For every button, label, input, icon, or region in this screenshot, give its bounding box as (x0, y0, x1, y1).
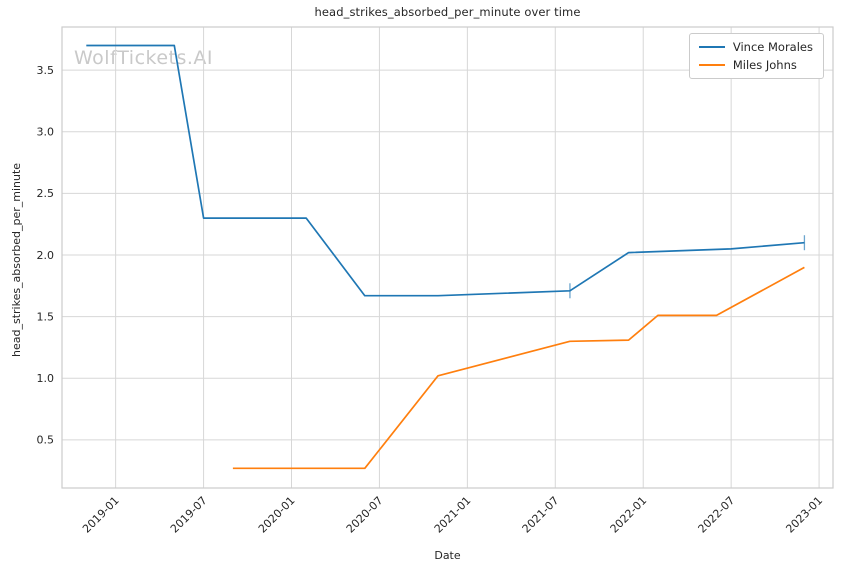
x-tick-label: 2021-01 (432, 494, 474, 536)
y-tick-label: 2.0 (37, 249, 55, 262)
x-tick-label: 2019-01 (80, 494, 122, 536)
legend-line-swatch-vince-morales (698, 46, 725, 48)
legend-label-vince-morales: Vince Morales (732, 40, 813, 54)
x-tick-label: 2020-01 (256, 494, 298, 536)
y-tick-label: 1.5 (37, 310, 55, 323)
x-axis-label: Date (434, 549, 461, 562)
x-tick-label: 2021-07 (520, 494, 562, 536)
x-tick-label: 2019-07 (168, 494, 210, 536)
x-tick-label: 2020-07 (344, 494, 386, 536)
series-line-vince-morales (86, 44, 805, 297)
chart-title: head_strikes_absorbed_per_minute over ti… (314, 5, 581, 19)
y-tick-label: 2.5 (37, 187, 55, 200)
y-tick-label: 1.0 (37, 372, 55, 385)
plot-border (61, 26, 834, 489)
legend-line-swatch-miles-johns (698, 64, 725, 66)
x-tick-label: 2022-01 (608, 494, 650, 536)
x-tick-label: 2022-07 (696, 494, 738, 536)
y-tick-label: 3.0 (37, 126, 55, 139)
y-tick-label: 3.5 (37, 64, 55, 77)
legend-item-vince-morales: Vince Morales (698, 40, 813, 54)
x-tick-label: 2023-01 (784, 494, 826, 536)
legend-item-miles-johns: Miles Johns (698, 58, 813, 72)
series-line-miles-johns (232, 266, 805, 470)
y-tick-label: 0.5 (37, 434, 55, 447)
legend-label-miles-johns: Miles Johns (732, 58, 797, 72)
legend: Vince Morales Miles Johns (688, 33, 824, 79)
